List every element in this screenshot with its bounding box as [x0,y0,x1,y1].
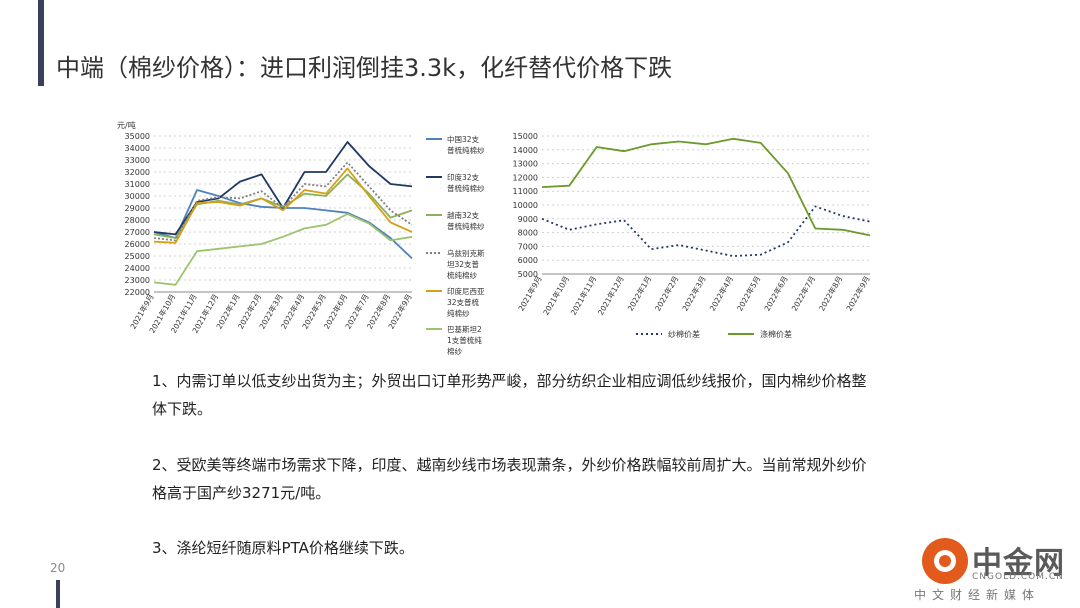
x-tick-label: 2021年10月 [541,274,571,317]
yarn-price-chart-svg: 元/吨 22000 23000 24000 25000 26000 27000 28000 29… [117,120,485,356]
x-tick-label: 2022年2月 [652,274,680,313]
x-tick-label: 2022年8月 [816,274,844,313]
legend-label-3: 越南32支普梳纯棉纱 [447,210,485,231]
y-tick-label: 25000 [125,252,150,261]
legend-label-1: 纱棉价差 [668,329,700,339]
x-tick-label: 2022年3月 [680,274,708,313]
y-tick-label: 7000 [518,242,538,251]
legend-label-4: 乌兹别克斯坦32支普梳纯棉纱 [447,248,485,280]
y-tick-label: 22000 [125,288,150,297]
y-tick-label: 12000 [513,173,538,182]
x-tick-label: 2021年11月 [568,274,598,317]
y-tick-label: 5000 [518,270,538,279]
x-tick-label: 2022年5月 [734,274,762,313]
y-tick-label: 31000 [125,180,150,189]
x-tick-label: 2022年9月 [844,274,872,313]
y-tick-label: 26000 [125,240,150,249]
y-tick-label: 8000 [518,229,538,238]
watermark: 中金网 CNGOLD.COM.CN 中文财经新媒体 [908,536,1076,604]
series-line-1 [541,205,871,258]
series-line-5 [153,167,413,244]
y-tick-label: 30000 [125,192,150,201]
x-tick-label: 2022年4月 [707,274,735,313]
x-tick-label: 2021年9月 [516,274,544,313]
paragraph-1: 1、内需订单以低支纱出货为主；外贸出口订单形势严峻，部分纺织企业相应调低纱线报价… [152,372,867,418]
series-line-3 [153,173,413,239]
legend-label-5: 印度尼西亚 32支普梳纯棉纱 [447,286,485,318]
spread-chart-svg: 5000 6000 7000 8000 9000 10000 11000 12000 13000… [513,132,872,339]
x-tick-label: 2022年1月 [625,274,653,313]
footer-accent-bar [56,580,60,608]
y-tick-label: 10000 [513,201,538,210]
page-number: 20 [50,561,66,575]
watermark-brand: 中金网 [972,546,1065,581]
y-tick-label: 6000 [518,256,538,265]
y-tick-label: 14000 [513,146,538,155]
y-tick-label: 9000 [518,215,538,224]
series-line-2 [153,141,413,236]
y-axis-unit-label: 元/吨 [117,120,136,130]
x-tick-label: 2021年12月 [595,274,625,317]
y-tick-label: 32000 [125,168,150,177]
legend-label-1: 中国32支普梳纯棉纱 [447,134,485,155]
paragraph-3: 3、涤纶短纤随原料PTA价格继续下跌。 [152,539,414,557]
series-line-2 [541,137,871,237]
paragraph-2: 2、受欧美等终端市场需求下降，印度、越南纱线市场表现萧条，外纱价格跌幅较前周扩大… [152,456,867,502]
y-tick-label: 23000 [125,276,150,285]
x-tick-label: 2022年7月 [789,274,817,313]
y-tick-label: 13000 [513,160,538,169]
legend-label-2: 涤棉价差 [760,329,792,339]
chart-yarn-prices: 元/吨 22000 23000 24000 25000 26000 27000 28000 29… [114,112,494,366]
chart-spread: 5000 6000 7000 8000 9000 10000 11000 12000 13000… [496,112,886,352]
series-line-6 [153,213,413,286]
y-tick-label: 27000 [125,228,150,237]
watermark-logo-icon [922,538,968,584]
legend-label-6: 巴基斯坦2 1支普梳纯棉纱 [447,324,482,356]
y-tick-label: 29000 [125,204,150,213]
y-tick-label: 35000 [125,132,150,141]
y-tick-label: 11000 [513,187,538,196]
watermark-domain: CNGOLD.COM.CN [972,572,1064,582]
y-tick-label: 24000 [125,264,150,273]
legend-label-2: 印度32支普梳纯棉纱 [447,172,485,193]
x-tick-label: 2022年6月 [762,274,790,313]
y-tick-label: 34000 [125,144,150,153]
y-tick-label: 28000 [125,216,150,225]
title-accent-bar [38,0,44,86]
y-tick-label: 15000 [513,132,538,141]
y-tick-label: 33000 [125,156,150,165]
watermark-tagline: 中文财经新媒体 [914,588,1041,602]
slide-title: 中端（棉纱价格）：进口利润倒挂3.3k，化纤替代价格下跌 [56,54,673,82]
